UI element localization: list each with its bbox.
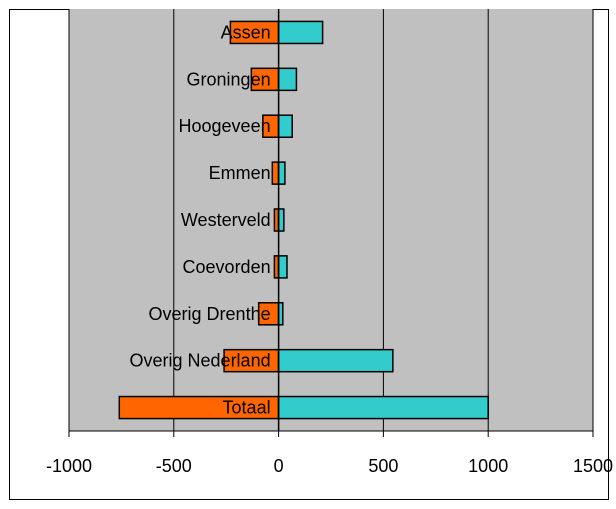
category-label: Totaal — [223, 398, 271, 418]
bar-negative-3 — [271, 161, 280, 185]
bar-positive-8 — [277, 395, 489, 420]
category-label: Coevorden — [183, 257, 271, 277]
x-tick-label: 500 — [368, 456, 398, 476]
category-labels: Assen Groningen Hoogeveen Emmen Westerveld Co… — [130, 22, 271, 417]
category-label: Emmen — [209, 163, 271, 183]
category-label: Westerveld — [181, 210, 271, 230]
bar-positive-1 — [277, 67, 298, 92]
category-label: Overig Nederland — [130, 351, 271, 371]
bar-positive-7 — [277, 348, 394, 373]
bars — [118, 20, 489, 420]
category-label: Assen — [221, 22, 271, 42]
bar-positive-3 — [277, 161, 286, 185]
x-tick-label: -500 — [156, 456, 192, 476]
category-label: Hoogeveen — [179, 116, 271, 136]
x-tick-label: -1000 — [46, 456, 92, 476]
category-label: Overig Drenthe — [149, 304, 271, 324]
x-tick-label: 1500 — [573, 456, 613, 476]
bar-positive-4 — [277, 208, 285, 232]
x-axis: -1000 -500 0 500 1000 1500 — [46, 430, 613, 476]
bar-positive-5 — [277, 255, 288, 279]
bar-positive-0 — [277, 20, 324, 45]
category-label: Groningen — [187, 69, 271, 89]
bar-positive-2 — [277, 114, 293, 138]
x-tick-label: 0 — [274, 456, 284, 476]
x-tick-label: 1000 — [468, 456, 508, 476]
